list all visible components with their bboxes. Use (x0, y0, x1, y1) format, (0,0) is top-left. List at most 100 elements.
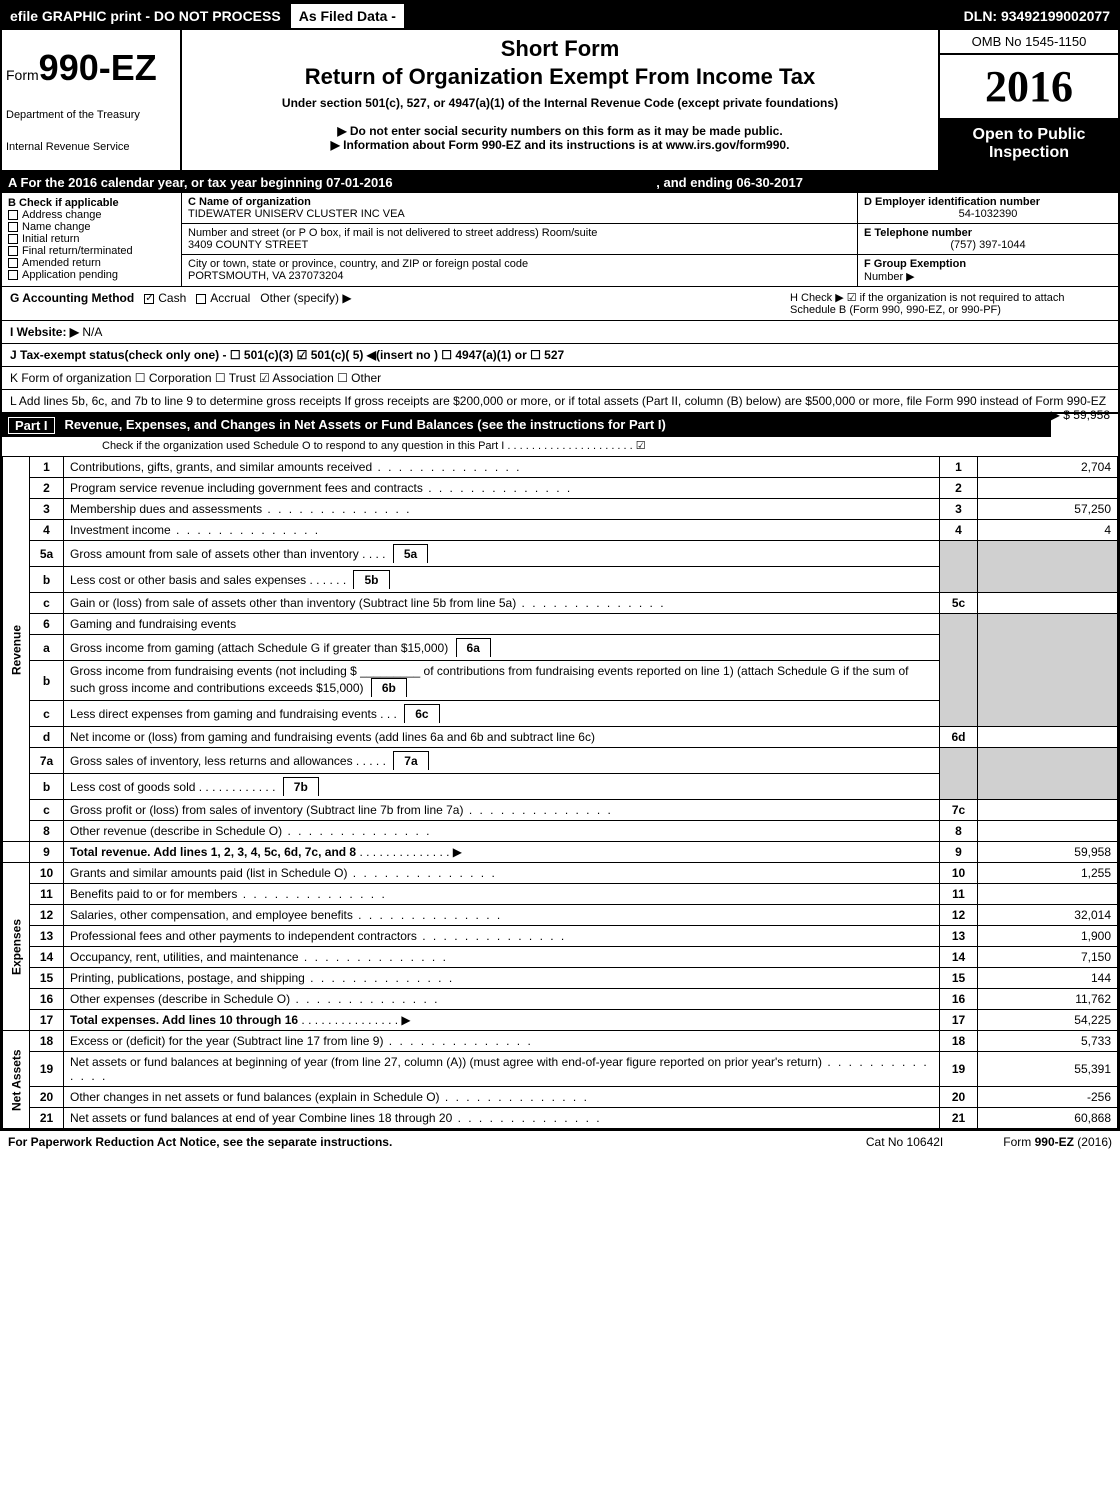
line-desc: Total expenses. Add lines 10 through 16 … (64, 1010, 940, 1031)
addr-cell: Number and street (or P O box, if mail i… (182, 224, 857, 255)
table-row: Expenses 10 Grants and similar amounts p… (3, 863, 1118, 884)
checkbox-icon[interactable] (8, 210, 18, 220)
chk-name[interactable]: Name change (8, 221, 175, 233)
accounting-method: G Accounting Method Cash Accrual Other (… (10, 291, 790, 316)
checkbox-icon[interactable] (8, 246, 18, 256)
line-desc: Less cost of goods sold . . . . . . . . … (64, 774, 940, 800)
table-row: c Gain or (loss) from sale of assets oth… (3, 593, 1118, 614)
line-num: b (30, 567, 64, 593)
line-amt: 1,900 (978, 926, 1118, 947)
cat-no: Cat No 10642I (866, 1135, 943, 1149)
table-row: 9 Total revenue. Add lines 1, 2, 3, 4, 5… (3, 842, 1118, 863)
line-desc: Investment income (64, 520, 940, 541)
table-row: 17Total expenses. Add lines 10 through 1… (3, 1010, 1118, 1031)
line-desc: Contributions, gifts, grants, and simila… (64, 457, 940, 478)
line-desc: Gross income from fundraising events (no… (64, 661, 940, 701)
chk-address-label: Address change (22, 209, 102, 221)
line-amt: -256 (978, 1087, 1118, 1108)
info-note: ▶ Information about Form 990-EZ and its … (192, 138, 928, 152)
revenue-side-label: Revenue (3, 457, 30, 842)
city: PORTSMOUTH, VA 237073204 (188, 270, 851, 282)
line-ref: 16 (940, 989, 978, 1010)
row-i: I Website: ▶ N/A (2, 321, 1118, 344)
line-num: 2 (30, 478, 64, 499)
dept-irs: Internal Revenue Service (6, 141, 176, 153)
group-exempt-label2: Number ▶ (864, 270, 1112, 283)
dept-treasury: Department of the Treasury (6, 109, 176, 121)
line-amt: 57,250 (978, 499, 1118, 520)
line-amt: 60,868 (978, 1108, 1118, 1129)
form-of-org: K Form of organization ☐ Corporation ☐ T… (10, 371, 381, 385)
table-row: 21Net assets or fund balances at end of … (3, 1108, 1118, 1129)
line-num: c (30, 800, 64, 821)
line-amt (978, 593, 1118, 614)
line-ref: 2 (940, 478, 978, 499)
form-number: Form990-EZ (6, 47, 176, 89)
line-text: Total expenses. Add lines 10 through 16 (70, 1013, 298, 1027)
ein-cell: D Employer identification number 54-1032… (858, 193, 1118, 224)
top-bar: efile GRAPHIC print - DO NOT PROCESS As … (2, 2, 1118, 30)
line-ref: 11 (940, 884, 978, 905)
line-text: Gross income from gaming (attach Schedul… (70, 641, 448, 655)
row-j: J Tax-exempt status(check only one) - ☐ … (2, 344, 1118, 367)
line-amt: 55,391 (978, 1052, 1118, 1087)
org-name: TIDEWATER UNISERV CLUSTER INC VEA (188, 208, 851, 220)
chk-pending[interactable]: Application pending (8, 269, 175, 281)
line-desc: Gaming and fundraising events (64, 614, 940, 635)
checkbox-cash[interactable] (144, 294, 154, 304)
checkbox-icon[interactable] (8, 270, 18, 280)
line-ref: 19 (940, 1052, 978, 1087)
line-amt (978, 821, 1118, 842)
chk-amended[interactable]: Amended return (8, 257, 175, 269)
open-public-line2: Inspection (944, 144, 1114, 162)
inline-box-6a: 6a (456, 638, 491, 657)
line-amt: 144 (978, 968, 1118, 989)
line-desc: Gain or (loss) from sale of assets other… (64, 593, 940, 614)
checkbox-icon[interactable] (8, 222, 18, 232)
inline-box-7a: 7a (393, 751, 428, 770)
line-desc: Other revenue (describe in Schedule O) (64, 821, 940, 842)
chk-initial[interactable]: Initial return (8, 233, 175, 245)
phone-cell: E Telephone number (757) 397-1044 (858, 224, 1118, 255)
line-desc: Gross profit or (loss) from sales of inv… (64, 800, 940, 821)
chk-address[interactable]: Address change (8, 209, 175, 221)
checkbox-icon[interactable] (8, 258, 18, 268)
line-text: Total revenue. Add lines 1, 2, 3, 4, 5c,… (70, 845, 356, 859)
city-cell: City or town, state or province, country… (182, 255, 857, 285)
other-label: Other (specify) ▶ (260, 291, 351, 305)
line-amt: 7,150 (978, 947, 1118, 968)
header-left: Form990-EZ Department of the Treasury In… (2, 30, 182, 170)
checkbox-icon[interactable] (8, 234, 18, 244)
website-value: N/A (82, 325, 102, 339)
row-k: K Form of organization ☐ Corporation ☐ T… (2, 367, 1118, 390)
line-num: 6 (30, 614, 64, 635)
line-text: Gross amount from sale of assets other t… (70, 547, 359, 561)
table-row: Net Assets 18Excess or (deficit) for the… (3, 1031, 1118, 1052)
form-subtitle: Under section 501(c), 527, or 4947(a)(1)… (192, 96, 928, 110)
line-amt (978, 800, 1118, 821)
form-title: Return of Organization Exempt From Incom… (192, 64, 928, 90)
line-num: 18 (30, 1031, 64, 1052)
addr-label: Number and street (or P O box, if mail i… (188, 227, 851, 239)
shaded-cell (978, 614, 1118, 727)
line-desc: Membership dues and assessments (64, 499, 940, 520)
line-ref: 8 (940, 821, 978, 842)
line-num: 4 (30, 520, 64, 541)
line-num: 21 (30, 1108, 64, 1129)
org-name-cell: C Name of organization TIDEWATER UNISERV… (182, 193, 857, 224)
info-grid: B Check if applicable Address change Nam… (2, 193, 1118, 287)
header-mid: Short Form Return of Organization Exempt… (182, 30, 938, 170)
accrual-label: Accrual (210, 291, 250, 305)
line-amt: 4 (978, 520, 1118, 541)
chk-final[interactable]: Final return/terminated (8, 245, 175, 257)
table-row: 4 Investment income 4 4 (3, 520, 1118, 541)
as-filed-label: As Filed Data - (289, 2, 406, 30)
line-ref: 12 (940, 905, 978, 926)
line-ref: 13 (940, 926, 978, 947)
table-row: 2 Program service revenue including gove… (3, 478, 1118, 499)
line-desc: Excess or (deficit) for the year (Subtra… (64, 1031, 940, 1052)
line-amt (978, 884, 1118, 905)
checkbox-accrual[interactable] (196, 294, 206, 304)
line-ref: 15 (940, 968, 978, 989)
shaded-cell (940, 748, 978, 800)
